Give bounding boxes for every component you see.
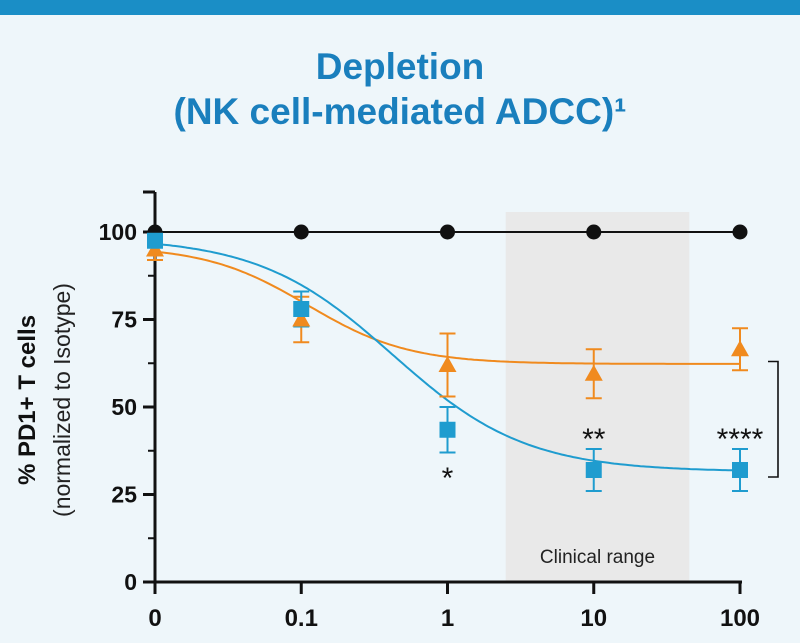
- y-tick-label: 100: [99, 219, 137, 245]
- y-tick-label: 25: [111, 482, 137, 508]
- clinical-range-label: Clinical range: [540, 547, 655, 568]
- y-axis-subtitle: (normalized to Isotype): [49, 283, 75, 517]
- blue-square-point: [293, 301, 310, 317]
- y-axis-title: % PD1+ T cells: [14, 315, 41, 485]
- black-circle-point: [586, 224, 602, 240]
- x-tick-label: 100: [720, 605, 760, 632]
- x-ticks: 0 0.1 1 10 100: [148, 582, 760, 632]
- y-ticks: 0 25 50 75 100: [99, 190, 155, 595]
- y-tick-label: 75: [111, 307, 137, 333]
- y-tick-label: 50: [111, 394, 137, 420]
- orange-triangle-point: [731, 340, 749, 357]
- x-tick-label: 10: [580, 605, 607, 632]
- orange-triangle-point: [438, 356, 457, 372]
- significance-label: *: [442, 462, 454, 495]
- blue-square-point: [585, 462, 602, 478]
- x-tick-label: 0.1: [285, 605, 318, 632]
- title-line-2: (NK cell-mediated ADCC)¹: [173, 91, 627, 132]
- orange-triangle-point: [584, 364, 603, 381]
- black-circle-point: [293, 224, 309, 240]
- significance-labels: *** ****: [442, 423, 764, 495]
- title-line-1: Depletion: [315, 46, 485, 87]
- data-markers: [146, 224, 749, 478]
- blue-series-curve: [154, 242, 741, 472]
- orange-triangle-point: [292, 310, 311, 327]
- black-circle-point: [440, 224, 455, 240]
- significance-label: **: [582, 423, 606, 456]
- chart-title: Depletion (NK cell-mediated ADCC)¹: [0, 44, 800, 134]
- significance-label: ****: [717, 423, 764, 456]
- blue-square-point: [147, 232, 163, 249]
- x-tick-label: 1: [441, 605, 454, 632]
- clinical-range-band: [505, 212, 690, 582]
- significance-bracket: [768, 360, 779, 478]
- black-circle-point: [732, 224, 748, 240]
- y-tick-label: 0: [124, 569, 137, 595]
- top-accent-bar: [0, 0, 800, 15]
- blue-square-point: [732, 462, 748, 478]
- x-tick-label: 0: [148, 605, 161, 632]
- blue-square-point: [439, 421, 456, 438]
